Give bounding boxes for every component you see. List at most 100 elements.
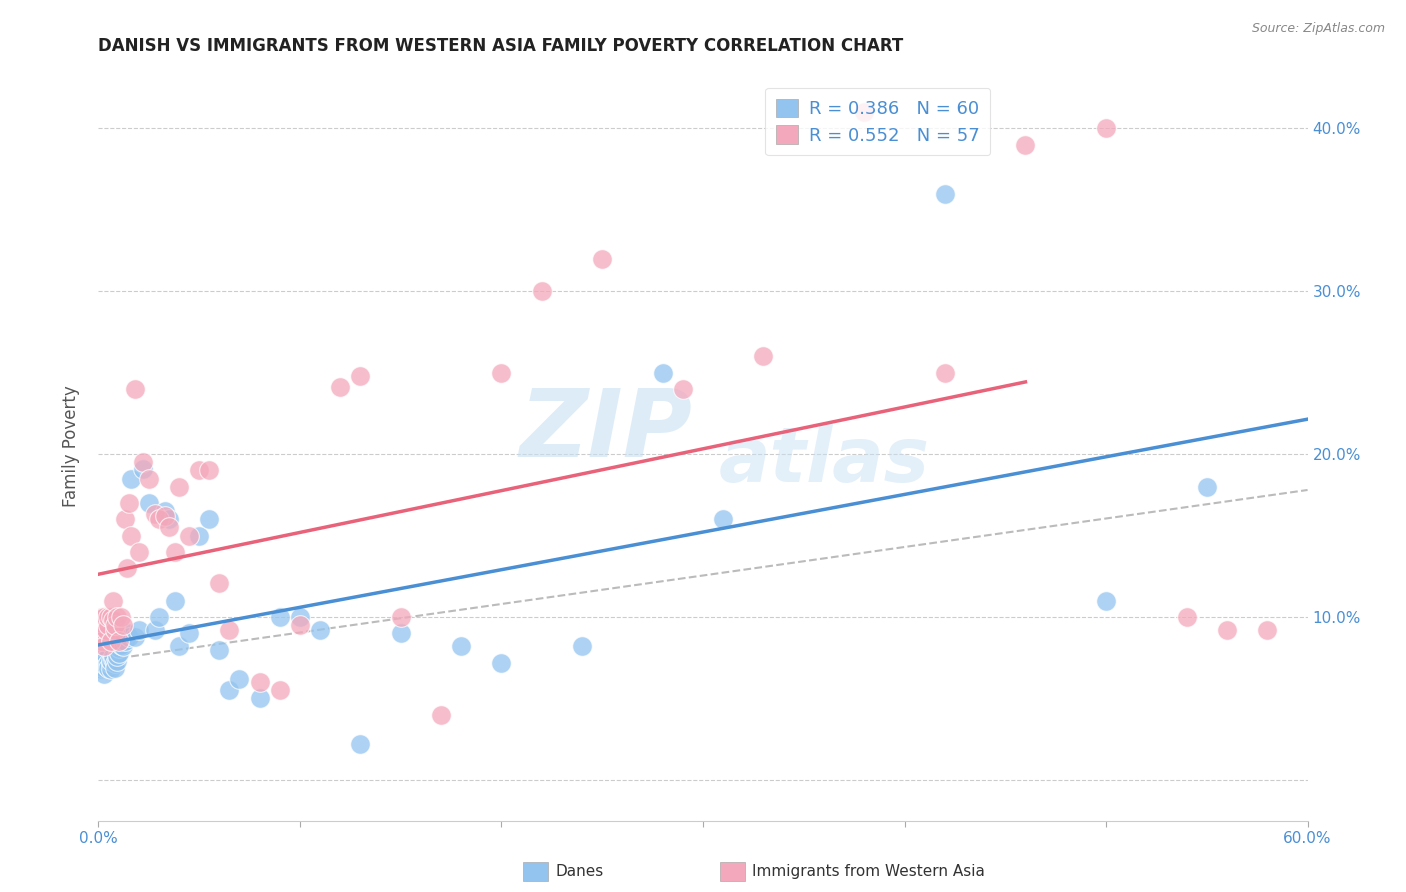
Point <box>89 626 111 640</box>
Point <box>105 649 128 664</box>
Point <box>93 667 115 681</box>
Point <box>672 382 695 396</box>
Point <box>591 252 613 266</box>
Point <box>752 350 775 364</box>
Point <box>111 618 134 632</box>
Point <box>96 659 118 673</box>
Point <box>100 662 122 676</box>
Point <box>934 366 956 380</box>
Point <box>124 382 146 396</box>
Point <box>198 463 221 477</box>
Point <box>93 640 115 654</box>
Point <box>101 649 124 664</box>
Point <box>103 656 125 670</box>
Point <box>309 623 332 637</box>
Text: DANISH VS IMMIGRANTS FROM WESTERN ASIA FAMILY POVERTY CORRELATION CHART: DANISH VS IMMIGRANTS FROM WESTERN ASIA F… <box>98 37 904 54</box>
Point <box>93 660 115 674</box>
Point <box>115 626 138 640</box>
Point <box>120 472 142 486</box>
Point <box>101 652 124 666</box>
Point <box>288 610 311 624</box>
Point <box>100 610 122 624</box>
Text: Danes: Danes <box>555 864 603 879</box>
Point <box>111 640 134 654</box>
Point <box>530 285 553 299</box>
Point <box>100 634 122 648</box>
Point <box>91 659 114 673</box>
Point <box>97 610 120 624</box>
Point <box>651 366 673 380</box>
Point <box>138 472 160 486</box>
Point <box>124 630 146 644</box>
Point <box>107 646 129 660</box>
Point <box>430 707 453 722</box>
Point <box>1216 623 1239 637</box>
Point <box>138 496 160 510</box>
Point <box>114 512 136 526</box>
Point <box>143 508 166 522</box>
Point <box>389 610 412 624</box>
Point <box>491 366 513 380</box>
Point <box>93 657 115 672</box>
Point <box>163 545 186 559</box>
Point <box>148 610 170 624</box>
Point <box>1095 121 1118 136</box>
Point <box>179 528 201 542</box>
Text: Source: ZipAtlas.com: Source: ZipAtlas.com <box>1251 22 1385 36</box>
Point <box>571 640 593 654</box>
Point <box>1095 593 1118 607</box>
Point <box>153 504 176 518</box>
Point <box>89 618 111 632</box>
Point <box>91 654 114 668</box>
Point <box>157 512 180 526</box>
Point <box>89 656 111 670</box>
Point <box>93 610 115 624</box>
Point <box>188 528 211 542</box>
Point <box>249 691 271 706</box>
Point <box>103 660 125 674</box>
Point <box>198 512 221 526</box>
Point <box>89 650 111 665</box>
Point <box>228 672 250 686</box>
Point <box>269 610 291 624</box>
Point <box>179 626 201 640</box>
Y-axis label: Family Poverty: Family Poverty <box>62 385 80 507</box>
Point <box>97 656 120 670</box>
Point <box>103 618 125 632</box>
Point <box>115 561 138 575</box>
Point <box>188 463 211 477</box>
Point <box>153 509 176 524</box>
Point <box>105 654 128 668</box>
Point <box>107 634 129 648</box>
Legend: R = 0.386   N = 60, R = 0.552   N = 57: R = 0.386 N = 60, R = 0.552 N = 57 <box>765 88 990 155</box>
Point <box>118 630 141 644</box>
Point <box>491 656 513 670</box>
Point <box>103 623 125 637</box>
Point <box>91 634 114 648</box>
Point <box>167 640 190 654</box>
Point <box>128 545 150 559</box>
Point <box>97 618 120 632</box>
Point <box>450 640 472 654</box>
Point <box>100 654 122 668</box>
Point <box>1175 610 1198 624</box>
Point <box>1195 480 1218 494</box>
Point <box>389 626 412 640</box>
Point <box>89 662 111 676</box>
Point <box>349 737 371 751</box>
Text: ZIP: ZIP <box>520 385 693 477</box>
Point <box>114 634 136 648</box>
Point <box>96 623 118 637</box>
Point <box>167 480 190 494</box>
Text: Immigrants from Western Asia: Immigrants from Western Asia <box>752 864 986 879</box>
Point <box>288 618 311 632</box>
Point <box>349 368 371 383</box>
Point <box>110 638 132 652</box>
Point <box>107 640 129 655</box>
Point <box>101 613 124 627</box>
Point <box>218 623 240 637</box>
Point <box>329 380 352 394</box>
Point <box>132 455 155 469</box>
Point <box>143 623 166 637</box>
Point <box>91 610 114 624</box>
